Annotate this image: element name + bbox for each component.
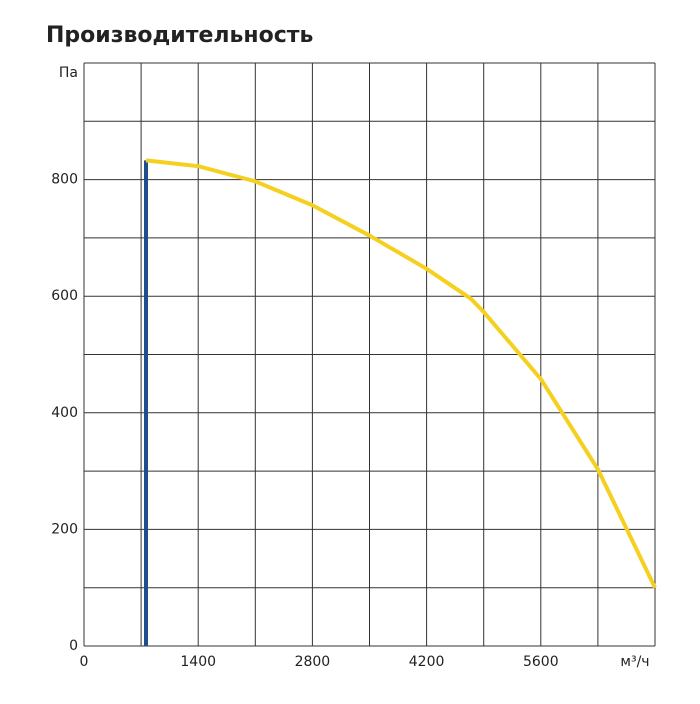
x-tick-label: 2800 <box>295 654 331 670</box>
x-tick-label: 1400 <box>180 654 216 670</box>
y-tick-label: 200 <box>51 521 78 537</box>
y-tick-label: 800 <box>51 172 78 188</box>
x-tick-label: 0 <box>80 654 89 670</box>
y-tick-label: Па <box>59 65 78 81</box>
x-tick-label: 4200 <box>409 654 445 670</box>
chart-title: Производительность <box>46 23 313 48</box>
series-line <box>145 158 657 589</box>
x-tick-label: м³/ч <box>620 654 649 670</box>
x-tick-label: 5600 <box>523 654 559 670</box>
y-tick-label: 400 <box>51 405 78 421</box>
y-tick-label: 0 <box>69 638 78 654</box>
y-tick-label: 600 <box>51 288 78 304</box>
